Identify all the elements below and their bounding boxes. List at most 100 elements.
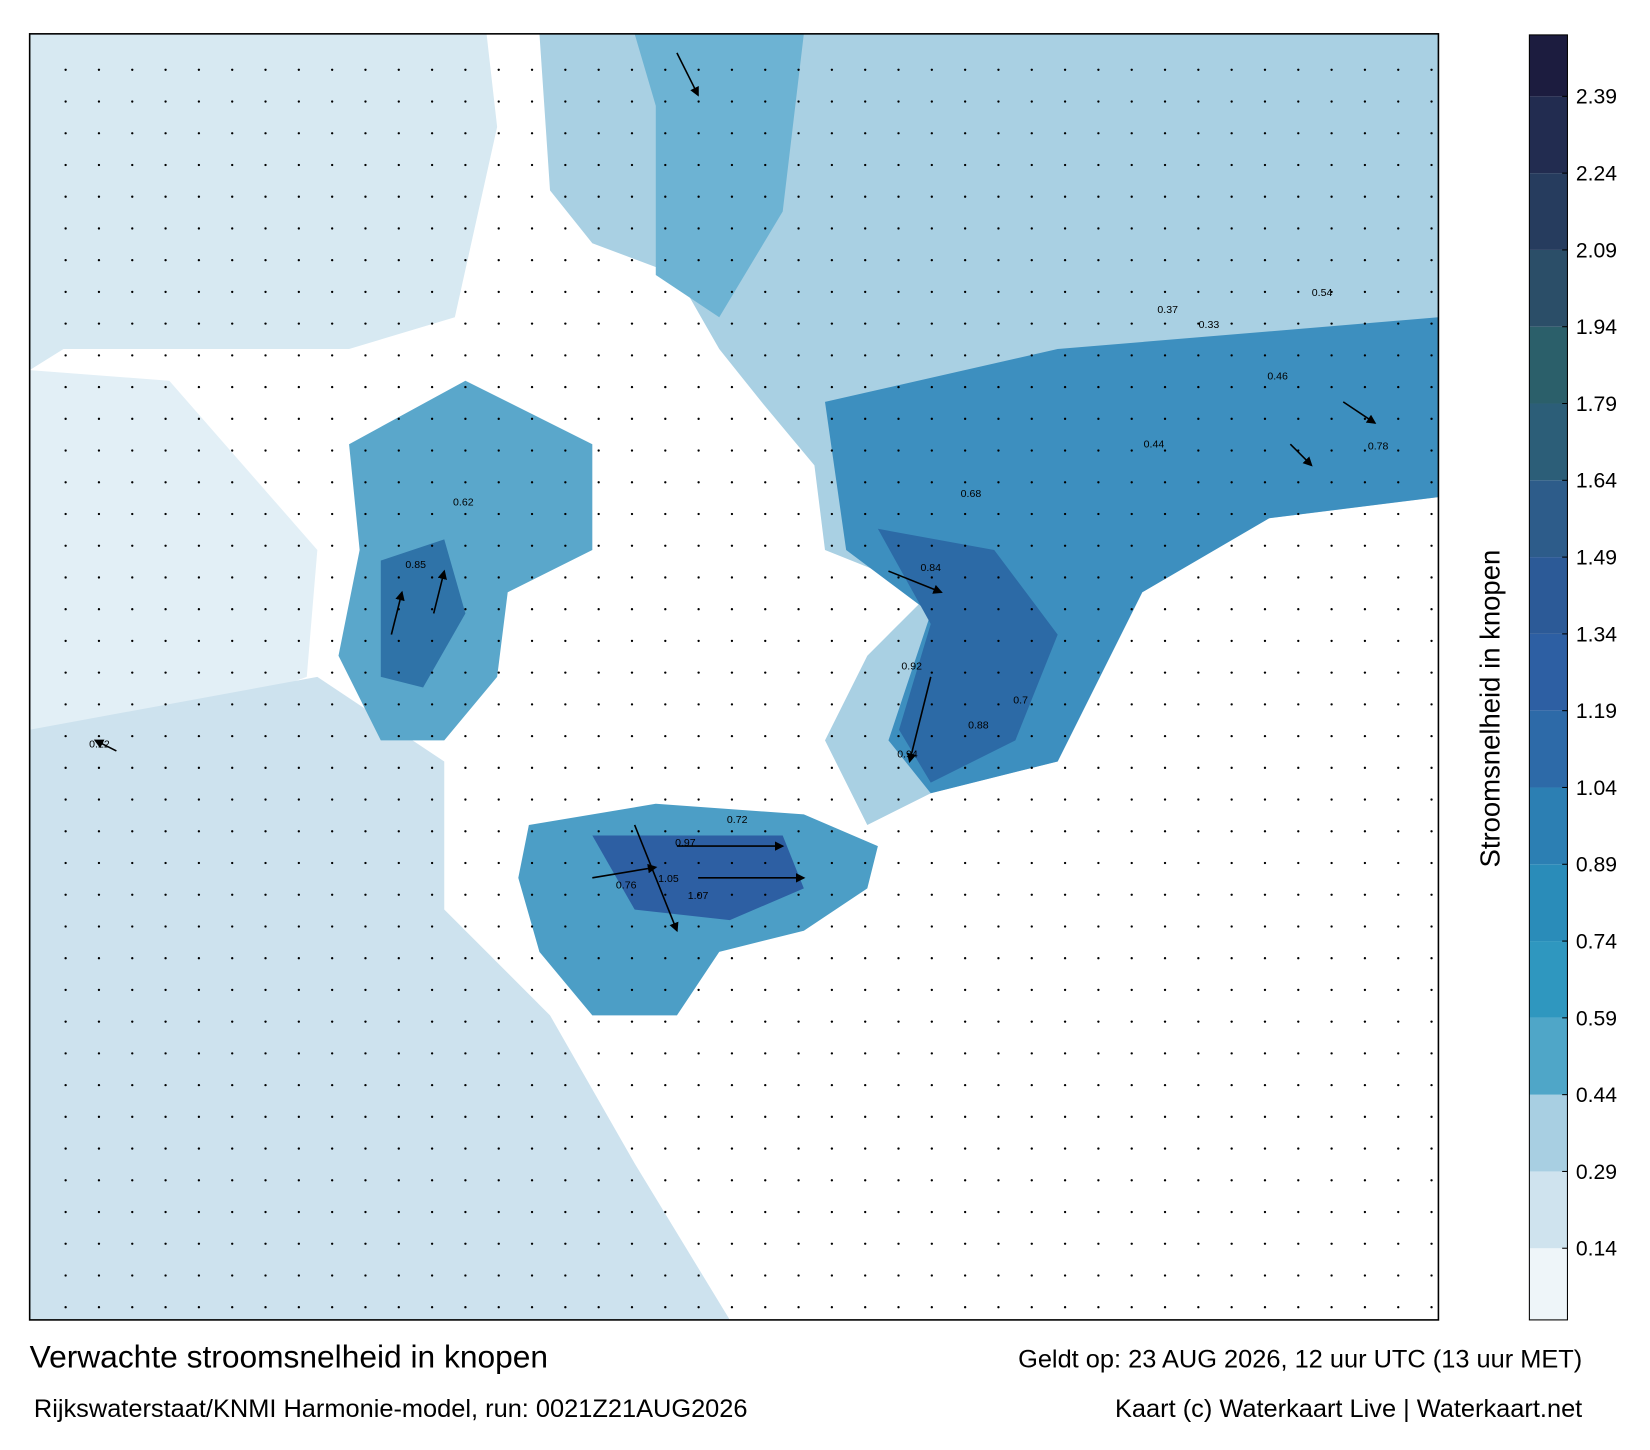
grid-dot bbox=[1130, 481, 1133, 484]
grid-dot bbox=[664, 322, 667, 325]
grid-dot bbox=[963, 1115, 967, 1119]
grid-dot bbox=[164, 988, 167, 992]
grid-dot bbox=[397, 132, 400, 135]
grid-dot bbox=[231, 608, 234, 611]
grid-dot bbox=[864, 1020, 867, 1023]
grid-dot bbox=[1430, 1052, 1433, 1055]
grid-dot bbox=[697, 163, 700, 167]
grid-dot bbox=[330, 861, 334, 865]
grid-dot bbox=[497, 1020, 500, 1023]
grid-dot bbox=[597, 195, 600, 198]
grid-dot bbox=[497, 893, 500, 896]
grid-dot bbox=[1030, 988, 1033, 992]
grid-dot bbox=[430, 734, 434, 738]
grid-dot bbox=[330, 290, 334, 294]
grid-dot bbox=[1197, 132, 1200, 135]
grid-dot bbox=[1063, 481, 1067, 484]
grid-dot bbox=[330, 957, 334, 960]
grid-dot bbox=[97, 195, 101, 198]
grid-dot bbox=[497, 734, 500, 738]
grid-dot bbox=[997, 1147, 1000, 1150]
grid-dot bbox=[397, 861, 400, 865]
grid-dot bbox=[1297, 544, 1300, 547]
grid-dot bbox=[597, 576, 600, 579]
grid-dot bbox=[397, 1115, 400, 1119]
colorbar-tick-label: 0.14 bbox=[1576, 1238, 1617, 1261]
grid-dot bbox=[231, 671, 234, 674]
grid-dot bbox=[963, 100, 967, 103]
grid-dot bbox=[464, 290, 467, 294]
grid-dot bbox=[1197, 100, 1200, 103]
grid-dot bbox=[930, 322, 933, 325]
grid-dot bbox=[963, 354, 967, 357]
grid-dot bbox=[997, 734, 1000, 738]
grid-dot bbox=[464, 1242, 467, 1245]
grid-dot bbox=[764, 766, 767, 769]
grid-dot bbox=[764, 1306, 767, 1309]
grid-dot bbox=[97, 988, 101, 992]
grid-dot bbox=[430, 322, 434, 325]
grid-dot bbox=[664, 417, 667, 420]
current-arrow bbox=[390, 590, 405, 635]
grid-dot bbox=[197, 1020, 201, 1023]
grid-dot bbox=[963, 417, 967, 420]
grid-dot bbox=[1130, 576, 1133, 579]
grid-dot bbox=[1030, 354, 1033, 357]
grid-dot bbox=[630, 988, 634, 992]
grid-dot bbox=[1430, 100, 1433, 103]
grid-dot bbox=[1130, 1115, 1133, 1119]
grid-dot bbox=[1163, 68, 1167, 71]
grid-dot bbox=[730, 988, 734, 992]
grid-dot bbox=[597, 1274, 600, 1277]
grid-dot bbox=[1097, 608, 1100, 611]
grid-dot bbox=[430, 68, 434, 71]
colorbar-band bbox=[1529, 1171, 1568, 1249]
grid-dot bbox=[397, 544, 400, 547]
grid-dot bbox=[1030, 417, 1033, 420]
grid-dot bbox=[564, 988, 567, 992]
grid-dot bbox=[764, 132, 767, 135]
grid-dot bbox=[797, 417, 800, 420]
grid-dot bbox=[497, 861, 500, 865]
grid-dot bbox=[164, 385, 167, 389]
grid-dot bbox=[997, 1052, 1000, 1055]
grid-dot bbox=[1297, 68, 1300, 71]
grid-dot bbox=[430, 544, 434, 547]
grid-dot bbox=[231, 481, 234, 484]
grid-dot bbox=[397, 290, 400, 294]
grid-dot bbox=[1263, 671, 1267, 674]
grid-dot bbox=[1430, 703, 1433, 706]
grid-dot bbox=[330, 1306, 334, 1309]
grid-dot bbox=[597, 322, 600, 325]
grid-dot bbox=[1297, 481, 1300, 484]
grid-dot bbox=[164, 576, 167, 579]
grid-dot bbox=[1097, 449, 1100, 452]
grid-dot bbox=[730, 1083, 734, 1087]
grid-dot bbox=[1430, 481, 1433, 484]
grid-dot bbox=[231, 576, 234, 579]
grid-dot bbox=[730, 893, 734, 896]
grid-dot bbox=[1030, 1306, 1033, 1309]
grid-dot bbox=[564, 195, 567, 198]
grid-dot bbox=[1130, 512, 1133, 516]
colorbar-tick-label: 1.49 bbox=[1576, 547, 1617, 570]
grid-dot bbox=[364, 322, 367, 325]
grid-dot bbox=[1330, 576, 1333, 579]
grid-dot bbox=[1163, 671, 1167, 674]
grid-dot bbox=[1197, 1147, 1200, 1150]
grid-dot bbox=[797, 1242, 800, 1245]
grid-dot bbox=[131, 766, 134, 769]
speed-label: 0.54 bbox=[1312, 287, 1333, 299]
grid-dot bbox=[1330, 512, 1333, 516]
grid-dot bbox=[697, 259, 700, 262]
colorbar-tick-label: 1.34 bbox=[1576, 623, 1617, 646]
grid-dot bbox=[131, 576, 134, 579]
grid-dot bbox=[464, 385, 467, 389]
colorbar-band bbox=[1529, 96, 1568, 174]
grid-dot bbox=[897, 163, 900, 167]
grid-dot bbox=[963, 1179, 967, 1182]
grid-dot bbox=[797, 290, 800, 294]
grid-dot bbox=[497, 830, 500, 833]
grid-dot bbox=[1130, 132, 1133, 135]
grid-dot bbox=[131, 449, 134, 452]
